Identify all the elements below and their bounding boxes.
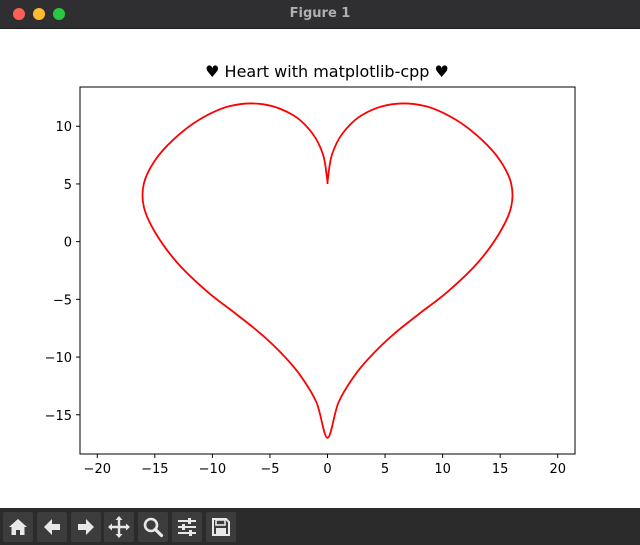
y-tick-label: −5 — [53, 293, 72, 308]
zoom-button[interactable] — [138, 512, 168, 542]
heart-curve-line — [141, 102, 514, 439]
y-tick-label: 10 — [55, 120, 72, 135]
chart-title: ♥ Heart with matplotlib-cpp ♥ — [205, 62, 449, 81]
axes-frame — [79, 86, 576, 455]
title-bar: Figure 1 — [0, 0, 640, 29]
x-tick-label: −15 — [141, 462, 168, 477]
x-tick-label: 0 — [323, 462, 331, 477]
heart-plot: ♥ Heart with matplotlib-cpp ♥ −20 −15 −10−… — [45, 62, 576, 477]
home-button[interactable] — [3, 512, 33, 542]
x-tick-label: 15 — [492, 462, 509, 477]
window-title: Figure 1 — [289, 6, 351, 21]
x-tick-label: 10 — [434, 462, 451, 477]
sliders-icon — [178, 518, 196, 536]
move-icon — [108, 516, 130, 538]
x-tick-label: −20 — [84, 462, 111, 477]
minimize-window-button[interactable] — [33, 8, 45, 20]
y-tick-label: −10 — [45, 351, 72, 366]
forward-button[interactable] — [71, 512, 101, 542]
arrow-right-icon — [78, 519, 94, 535]
home-icon — [9, 519, 27, 535]
floppy-disk-icon — [212, 518, 230, 536]
save-button[interactable] — [206, 512, 236, 542]
figure-canvas[interactable]: ♥ Heart with matplotlib-cpp ♥ −20 −15 −10−… — [0, 29, 640, 508]
x-tick-label: 5 — [381, 462, 389, 477]
y-axis: −15 −10 −5 0 5 10 — [45, 120, 80, 424]
close-window-button[interactable] — [13, 8, 25, 20]
x-tick-label: 20 — [549, 462, 566, 477]
plot-lines — [141, 102, 514, 439]
y-tick-label: 0 — [64, 236, 72, 251]
pan-button[interactable] — [104, 512, 134, 542]
x-axis: −20 −15 −10 −5 0 5 10 15 20 — [84, 454, 566, 477]
y-tick-label: 5 — [64, 178, 72, 193]
x-tick-label: −10 — [199, 462, 226, 477]
arrow-left-icon — [44, 519, 60, 535]
y-tick-label: −15 — [45, 409, 72, 424]
back-button[interactable] — [37, 512, 67, 542]
magnifier-icon — [143, 517, 164, 538]
configure-subplots-button[interactable] — [172, 512, 202, 542]
navigation-toolbar — [0, 508, 640, 545]
x-tick-label: −5 — [260, 462, 279, 477]
zoom-window-button[interactable] — [53, 8, 65, 20]
